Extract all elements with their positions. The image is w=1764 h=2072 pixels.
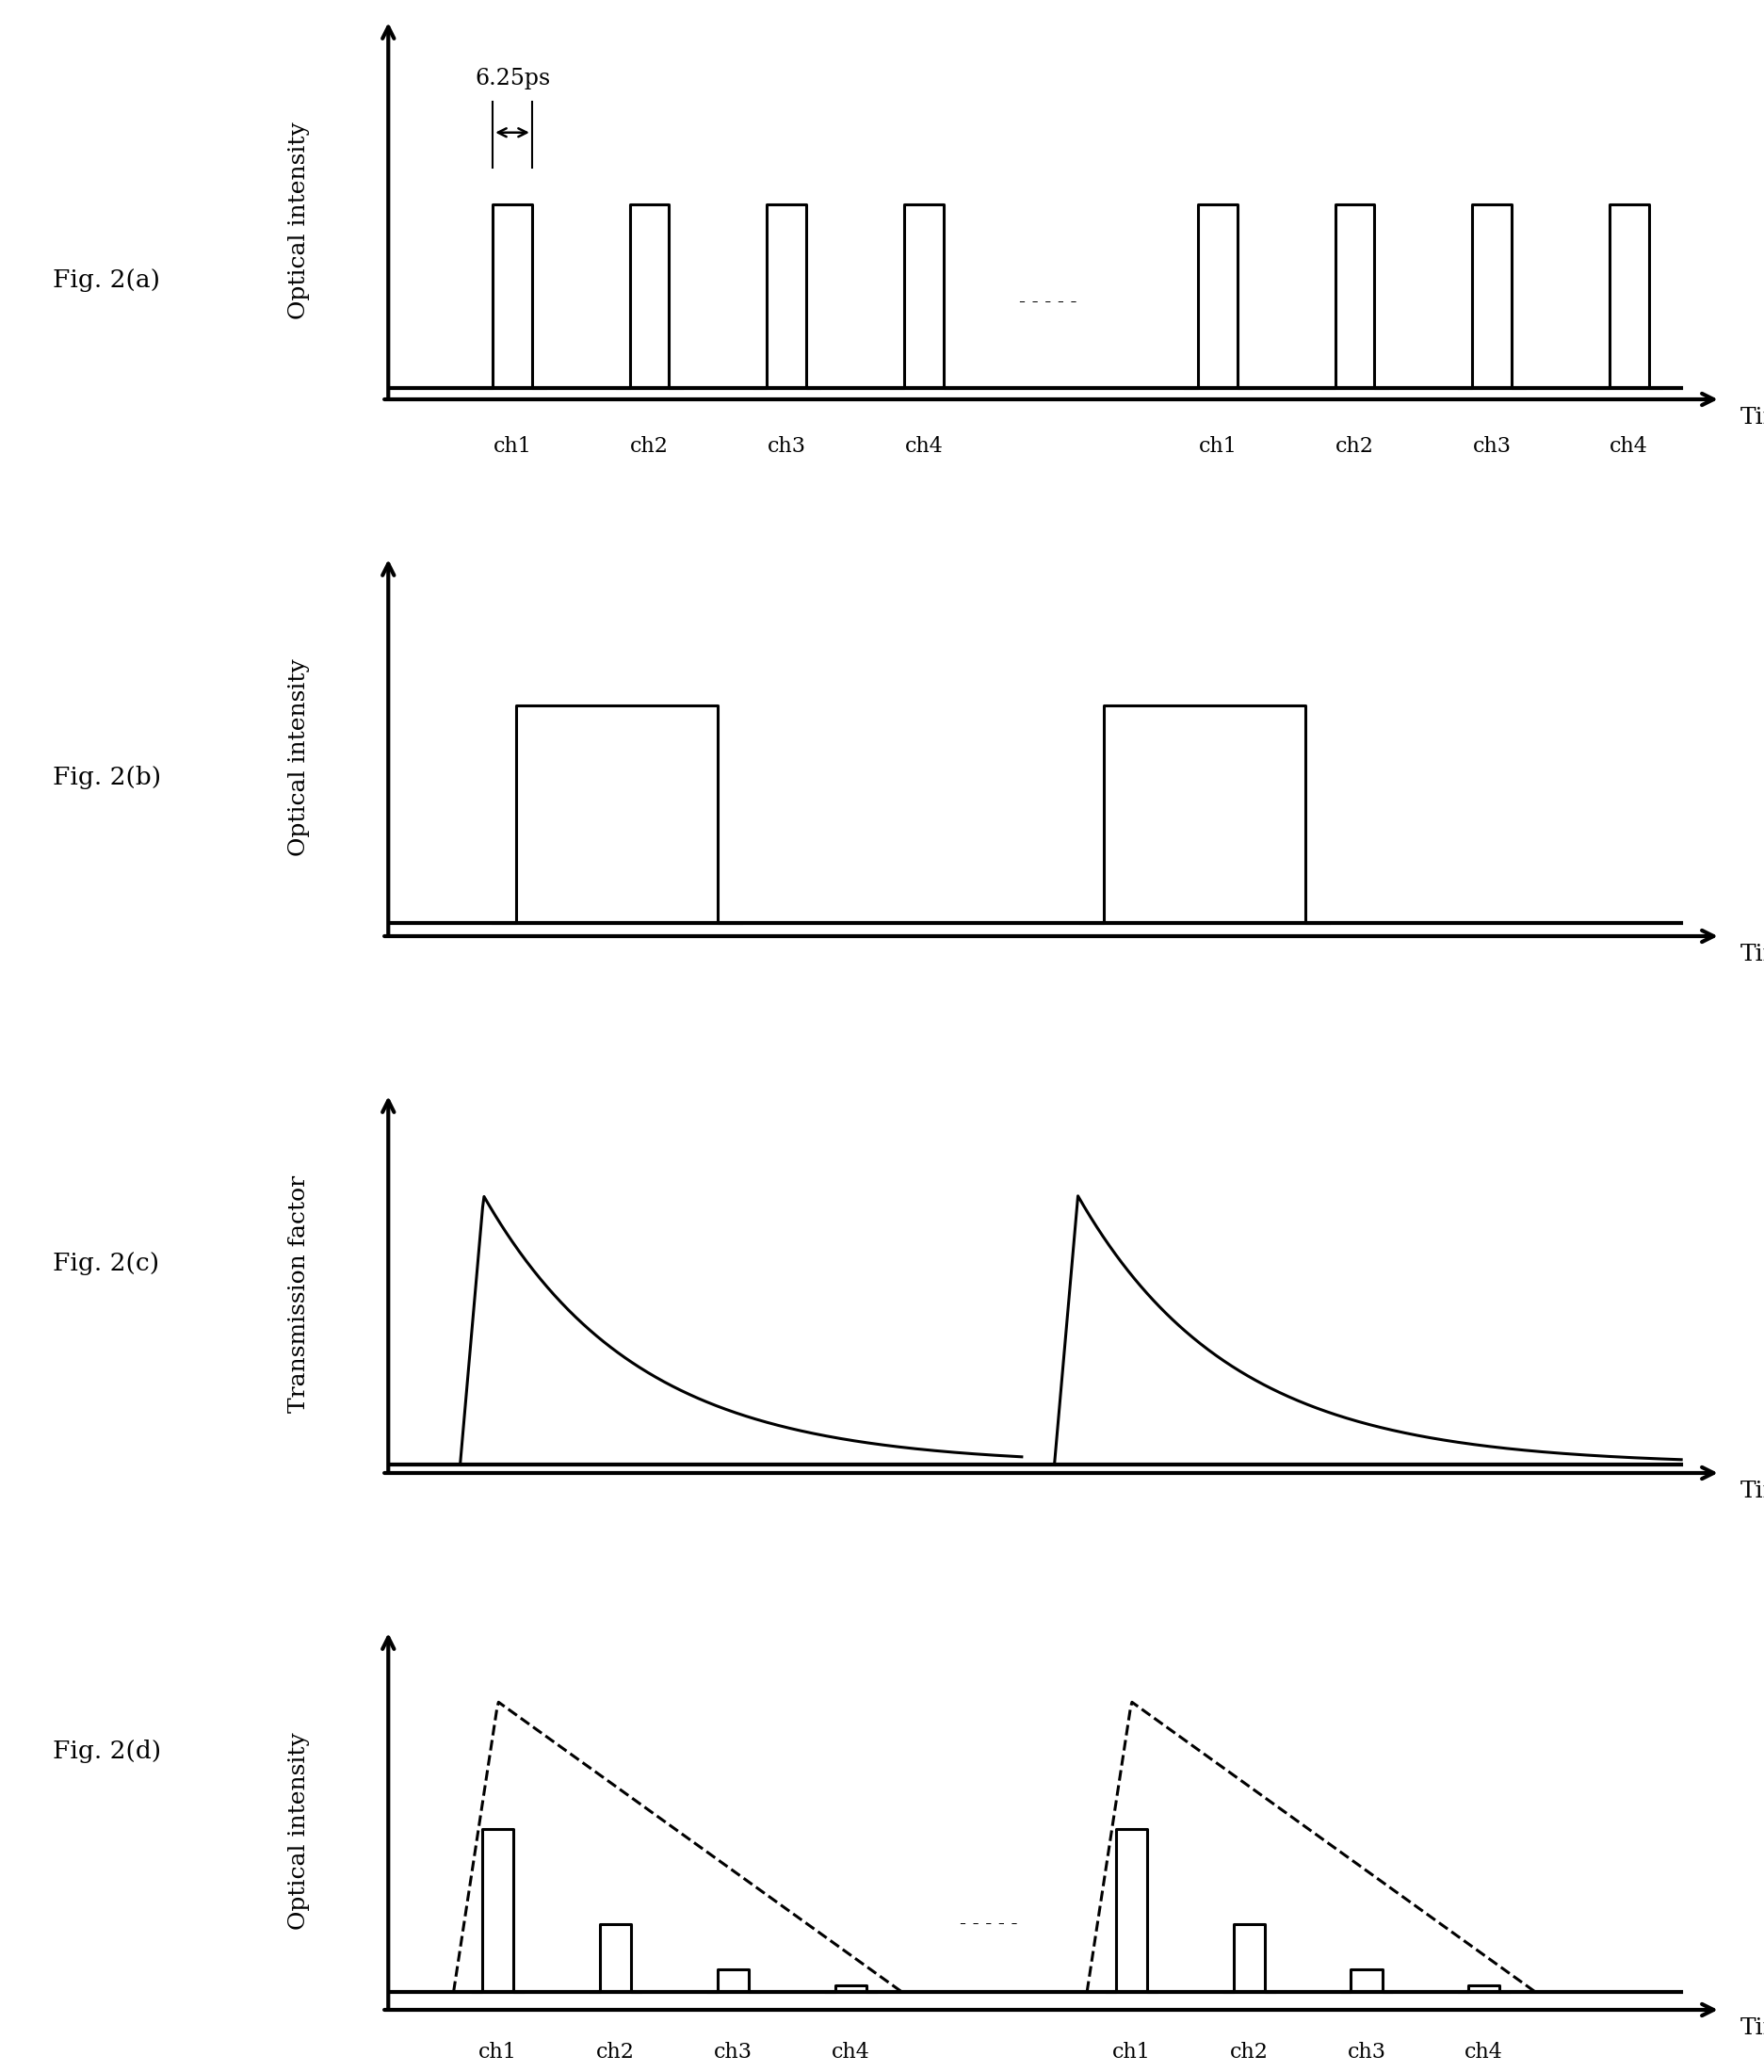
Text: Optical intensity: Optical intensity (288, 659, 310, 856)
Text: - - - - -: - - - - - (960, 1915, 1018, 1933)
Text: Optical intensity: Optical intensity (288, 1732, 310, 1929)
Text: ch2: ch2 (630, 437, 669, 458)
Text: Optical intensity: Optical intensity (288, 122, 310, 319)
Text: ch4: ch4 (1609, 437, 1648, 458)
Text: ch1: ch1 (1198, 437, 1237, 458)
Text: ch3: ch3 (713, 2041, 751, 2062)
Text: ch1: ch1 (492, 437, 531, 458)
Text: Time: Time (1739, 406, 1764, 429)
Text: ch4: ch4 (903, 437, 942, 458)
Text: ch2: ch2 (1230, 2041, 1268, 2062)
Text: Fig. 2(c): Fig. 2(c) (53, 1251, 159, 1276)
Text: ch1: ch1 (1111, 2041, 1150, 2062)
Text: Transmission factor: Transmission factor (288, 1175, 310, 1413)
Text: Time: Time (1739, 943, 1764, 966)
Text: - - - - -: - - - - - (1018, 292, 1076, 311)
Text: ch2: ch2 (596, 2041, 635, 2062)
Text: ch1: ch1 (478, 2041, 517, 2062)
Text: Fig. 2(b): Fig. 2(b) (53, 765, 161, 789)
Text: Time: Time (1739, 2016, 1764, 2039)
Text: ch3: ch3 (767, 437, 806, 458)
Text: Fig. 2(d): Fig. 2(d) (53, 1738, 161, 1763)
Text: Fig. 2(a): Fig. 2(a) (53, 267, 161, 292)
Text: ch3: ch3 (1471, 437, 1510, 458)
Text: Time: Time (1739, 1479, 1764, 1502)
Text: ch4: ch4 (1464, 2041, 1503, 2062)
Text: ch2: ch2 (1335, 437, 1374, 458)
Text: ch3: ch3 (1346, 2041, 1385, 2062)
Text: ch4: ch4 (831, 2041, 870, 2062)
Text: 6.25ps: 6.25ps (475, 68, 550, 89)
